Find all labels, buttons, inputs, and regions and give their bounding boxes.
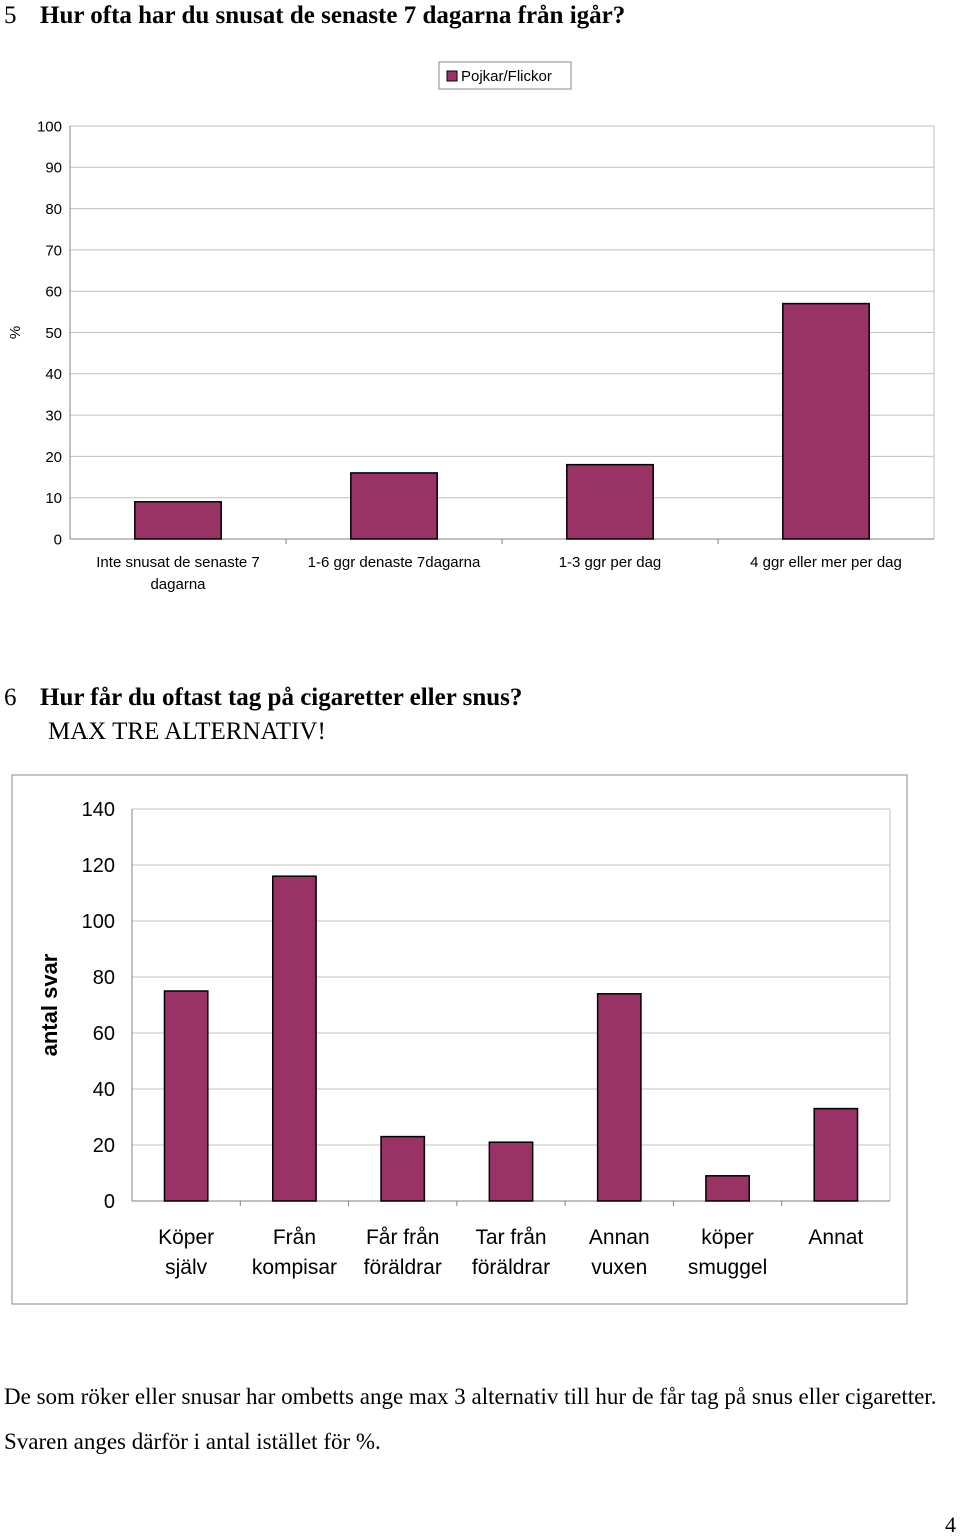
y-tick-label: 40 xyxy=(93,1079,115,1101)
y-tick-label: 140 xyxy=(82,799,115,821)
question-text: Hur får du oftast tag på cigaretter elle… xyxy=(40,684,523,711)
y-tick-label: 0 xyxy=(54,531,62,548)
chart-note: De som röker eller snusar har ombetts an… xyxy=(4,1384,937,1454)
bar xyxy=(350,472,438,540)
y-tick-label: 40 xyxy=(45,366,62,383)
y-tick-label: 0 xyxy=(104,1191,115,1213)
y-tick-label: 30 xyxy=(45,408,62,425)
y-tick-label: 120 xyxy=(82,855,115,877)
legend: Pojkar/Flickor xyxy=(438,61,572,90)
x-tick-label: Annan xyxy=(589,1226,650,1249)
x-tick-label: dagarna xyxy=(150,576,206,593)
legend-swatch xyxy=(446,70,458,82)
x-tick-label: köper xyxy=(701,1226,754,1249)
x-tick-label: 1-3 ggr per dag xyxy=(559,554,662,571)
y-tick-label: 100 xyxy=(82,911,115,933)
x-tick-label: själv xyxy=(165,1256,208,1279)
x-tick-label: 1-6 ggr denaste 7dagarna xyxy=(308,554,481,571)
legend-label: Pojkar/Flickor xyxy=(461,68,552,85)
x-tick-label: Från xyxy=(273,1226,316,1249)
bar xyxy=(272,875,317,1202)
y-tick-label: 90 xyxy=(45,160,62,177)
bar xyxy=(813,1107,859,1202)
y-axis-label: % xyxy=(7,326,24,339)
bar xyxy=(782,302,870,540)
chart-frame xyxy=(11,774,908,1305)
chart-snus-frequency: 0 10 20 30 40 50 60 70 80 90 100 Inte snusat de sen… xyxy=(7,61,935,593)
question-number: 6 xyxy=(4,684,17,711)
bar xyxy=(163,990,209,1202)
y-axis-label: antal svar xyxy=(37,953,62,1056)
y-tick-label: 80 xyxy=(45,201,62,218)
bar xyxy=(380,1135,426,1202)
x-tick-label: Annat xyxy=(808,1226,863,1249)
x-tick-label: kompisar xyxy=(252,1256,337,1279)
x-tick-label: Får från xyxy=(366,1226,440,1249)
x-tick-label: 4 ggr eller mer per dag xyxy=(750,554,902,571)
y-tick-label: 80 xyxy=(93,967,115,989)
legend-box xyxy=(438,61,572,90)
bar xyxy=(488,1141,534,1202)
bar xyxy=(134,501,222,540)
question-text: Hur ofta har du snusat de senaste 7 daga… xyxy=(40,2,626,29)
x-tick-label: smuggel xyxy=(688,1256,767,1279)
y-tick-label: 20 xyxy=(93,1135,115,1157)
x-tick-label: föräldrar xyxy=(472,1256,550,1279)
x-tick-label: Inte snusat de senaste 7 xyxy=(96,554,259,571)
y-tick-label: 10 xyxy=(45,490,62,507)
x-tick-label: Köper xyxy=(158,1226,214,1249)
page-number: 4 xyxy=(945,1512,956,1537)
bar xyxy=(596,993,642,1202)
question-6-heading: 6 Hur får du oftast tag på cigaretter ell… xyxy=(4,681,522,749)
y-tick-label: 60 xyxy=(93,1023,115,1045)
x-tick-label: vuxen xyxy=(591,1256,647,1279)
chart-tobacco-source: 0 20 40 60 80 100 120 140 Köper själv Från kompisar… xyxy=(11,774,908,1305)
x-tick-label: Tar från xyxy=(475,1226,546,1249)
y-tick-label: 70 xyxy=(45,242,62,259)
bar xyxy=(705,1175,750,1202)
x-tick-label: föräldrar xyxy=(364,1256,442,1279)
y-tick-label: 60 xyxy=(45,284,62,301)
y-tick-label: 100 xyxy=(37,118,62,135)
question-number: 5 xyxy=(4,2,17,29)
bar xyxy=(566,463,654,540)
y-tick-label: 20 xyxy=(45,449,62,466)
y-tick-label: 50 xyxy=(45,325,62,342)
question-subtext: MAX TRE ALTERNATIV! xyxy=(48,718,326,745)
question-5-heading: 5 Hur ofta har du snusat de senaste 7 dag… xyxy=(4,2,625,30)
